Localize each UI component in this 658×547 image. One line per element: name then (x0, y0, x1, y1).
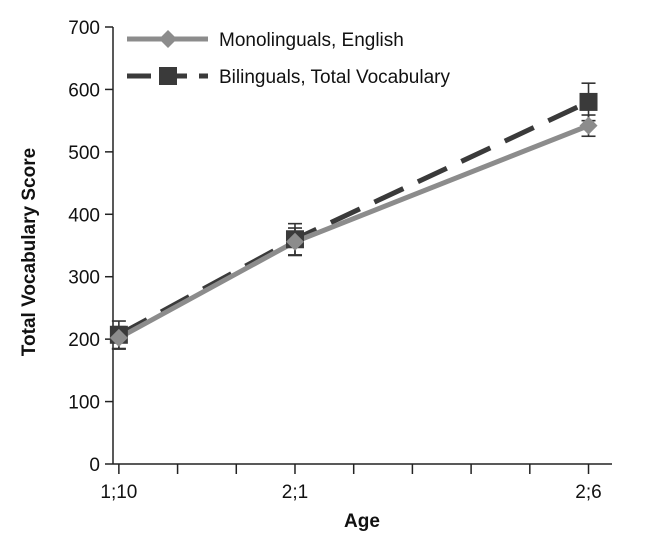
legend-label: Monolinguals, English (219, 30, 404, 51)
data-point-diamond (285, 232, 304, 251)
x-tick-label: 2;6 (575, 482, 601, 503)
y-tick-label: 700 (68, 18, 100, 39)
data-point-square (579, 92, 598, 111)
data-point-diamond (109, 328, 128, 347)
y-tick-label: 600 (68, 80, 100, 101)
y-tick-label: 200 (68, 330, 100, 351)
x-tick-label: 2;1 (282, 482, 308, 503)
y-tick-label: 300 (68, 268, 100, 289)
data-point-diamond (159, 30, 177, 48)
series-layer (109, 82, 598, 350)
y-tick-label: 400 (68, 205, 100, 226)
y-tick-label: 100 (68, 393, 100, 414)
data-point-square (159, 67, 177, 85)
series-line (117, 123, 590, 341)
x-tick-label: 1;10 (100, 482, 137, 503)
y-tick-label: 500 (68, 143, 100, 164)
legend: Monolinguals, English Bilinguals, Total V… (127, 30, 450, 88)
x-axis-title: Age (344, 511, 380, 532)
legend-item: Monolinguals, English (127, 30, 404, 51)
y-axis-title: Total Vocabulary Score (19, 148, 40, 356)
data-point-diamond (579, 116, 598, 135)
legend-item: Bilinguals, Total Vocabulary (127, 67, 450, 88)
legend-label: Bilinguals, Total Vocabulary (219, 67, 450, 88)
y-tick-label: 0 (89, 455, 100, 476)
axes: 0 100 200 300 400 500 600 700 1;10 2;1 2;6 (68, 18, 612, 503)
